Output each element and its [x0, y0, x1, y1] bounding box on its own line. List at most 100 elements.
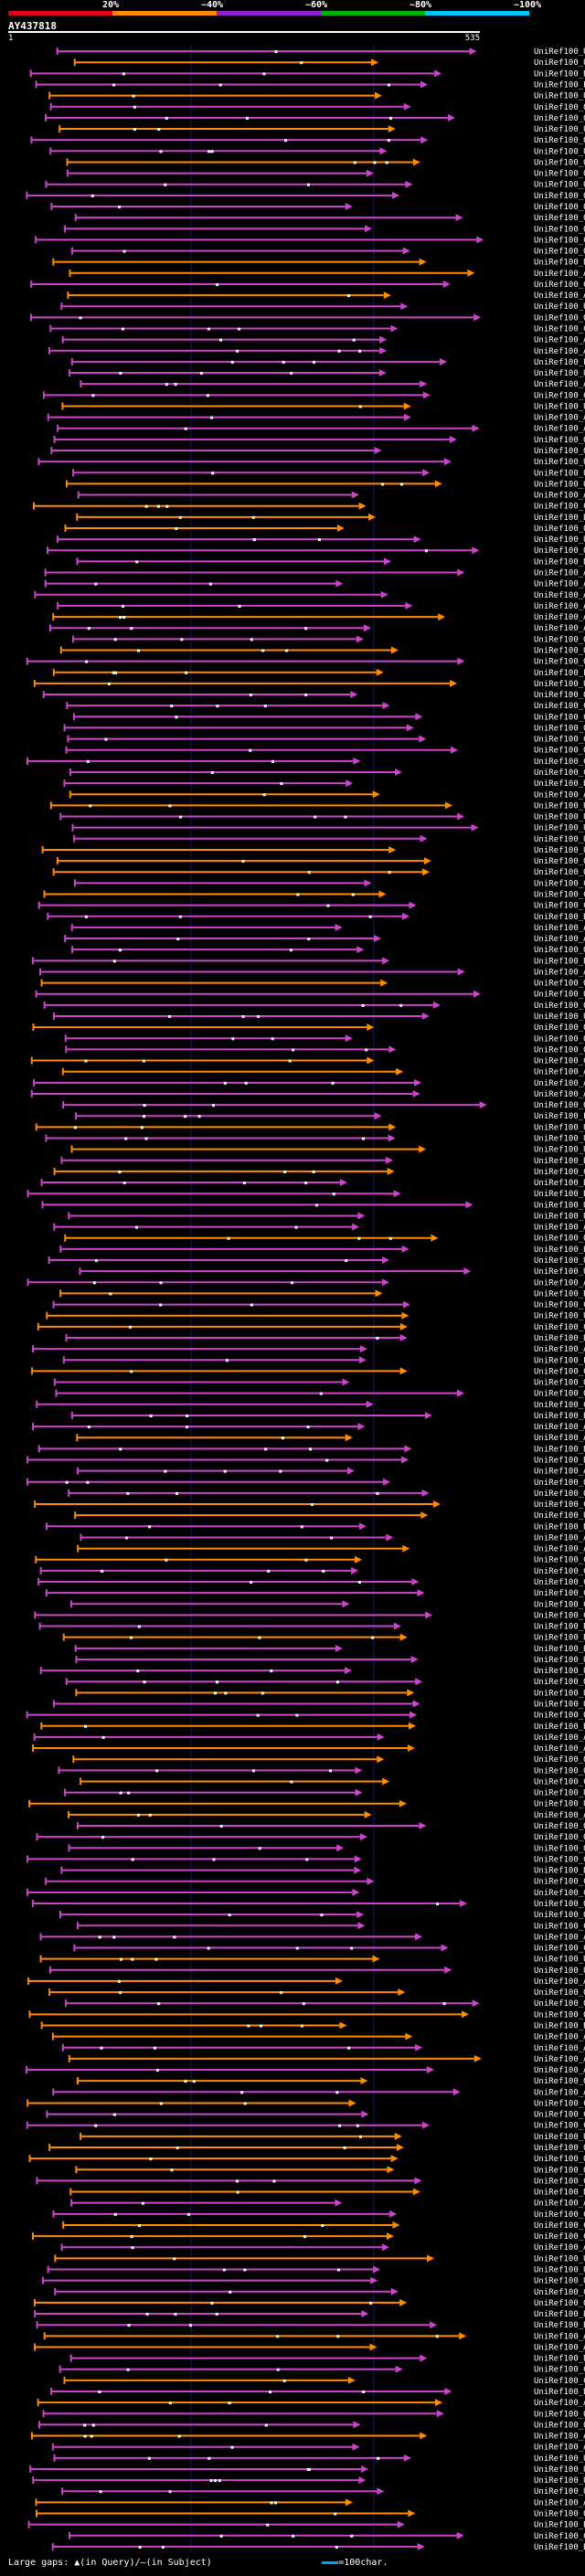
- hit-label[interactable]: UniRef100_Q3HTK5: [534, 203, 585, 212]
- hit-label[interactable]: UniRef100_A1L2C2: [534, 1811, 585, 1820]
- hit-label[interactable]: UniRef100_C1EA37: [534, 503, 585, 512]
- hit-label[interactable]: UniRef100_Q213C8: [534, 1833, 585, 1842]
- hit-label[interactable]: UniRef100_P05143-2: [534, 669, 585, 678]
- hit-label[interactable]: UniRef100_A8MQN1: [534, 2332, 585, 2341]
- hit-label[interactable]: UniRef100_C5FD36: [534, 236, 585, 245]
- hit-label[interactable]: UniRef100_C1HZS3: [534, 281, 585, 290]
- hit-label[interactable]: UniRef100_UP1000..: [534, 147, 585, 156]
- hit-label[interactable]: UniRef100_A3HB67: [534, 270, 585, 279]
- hit-label[interactable]: UniRef100_UP1000..: [534, 469, 585, 478]
- hit-label[interactable]: UniRef100_A2R9Y4: [534, 1977, 585, 1987]
- hit-label[interactable]: UniRef100_A0P3B9: [534, 569, 585, 578]
- hit-label[interactable]: UniRef100_B2RY83: [534, 1522, 585, 1532]
- hit-label[interactable]: UniRef100_Q63E6: [534, 2155, 585, 2164]
- hit-label[interactable]: UniRef100_A9T8V1: [534, 2044, 585, 2053]
- hit-label[interactable]: UniRef100_C1M633: [534, 1922, 585, 1931]
- hit-label[interactable]: UniRef100_B8NKG8: [534, 1246, 585, 1255]
- hit-label[interactable]: UniRef100_UP1000..: [534, 813, 585, 822]
- hit-label[interactable]: UniRef100_C7ZP30: [534, 2122, 585, 2131]
- hit-label[interactable]: UniRef100_C1GRW7: [534, 2232, 585, 2242]
- hit-label[interactable]: UniRef100_A6N8N4: [534, 2399, 585, 2408]
- hit-label[interactable]: UniRef100_Q2ZBZ5: [534, 2077, 585, 2086]
- hit-label[interactable]: UniRef100_Q6CEK4: [534, 1900, 585, 1909]
- hit-label[interactable]: UniRef100_Q9A158: [534, 1999, 585, 2009]
- hit-label[interactable]: UniRef100_C3QH52: [534, 1057, 585, 1066]
- hit-label[interactable]: UniRef100_A0P3B8: [534, 2033, 585, 2042]
- hit-label[interactable]: UniRef100_UP1000..: [534, 2476, 585, 2486]
- hit-label[interactable]: UniRef100_UP1000..: [534, 2277, 585, 2286]
- hit-label[interactable]: UniRef100_Q9S806: [534, 546, 585, 556]
- hit-label[interactable]: UniRef100_Q4JP07: [534, 1489, 585, 1499]
- hit-label[interactable]: UniRef100_UP1000..: [534, 1312, 585, 1321]
- hit-label[interactable]: UniRef100_A0P3A9: [534, 613, 585, 622]
- hit-label[interactable]: UniRef100_UP1000..: [534, 846, 585, 855]
- hit-label[interactable]: UniRef100_UP1000..: [534, 2254, 585, 2263]
- hit-label[interactable]: UniRef100_C7LUU8: [534, 2210, 585, 2220]
- hit-label[interactable]: UniRef100_Q4XMH1: [534, 1479, 585, 1488]
- hit-label[interactable]: UniRef100_B9PFG8: [534, 514, 585, 523]
- hit-label[interactable]: UniRef100_Q6NE96: [534, 136, 585, 145]
- hit-label[interactable]: UniRef100_A1CMR3: [534, 2243, 585, 2253]
- hit-label[interactable]: UniRef100_Q6ZD62: [534, 480, 585, 489]
- hit-label[interactable]: UniRef100_Q7G6K7: [534, 1766, 585, 1776]
- hit-label[interactable]: UniRef100_Q94BY6: [534, 691, 585, 700]
- hit-label[interactable]: UniRef100_B9S0D2: [534, 1412, 585, 1421]
- hit-label[interactable]: UniRef100_Q9SZ31: [534, 724, 585, 733]
- hit-label[interactable]: UniRef100_B0JX46: [534, 1645, 585, 1654]
- hit-label[interactable]: UniRef100_B6W429: [534, 69, 585, 79]
- hit-label[interactable]: UniRef100_Q9ZL0-2: [534, 103, 585, 112]
- hit-label[interactable]: UniRef100_UP1000..: [534, 302, 585, 312]
- hit-label[interactable]: UniRef100_C3Z7Q3: [534, 1855, 585, 1864]
- hit-label[interactable]: UniRef100_B9H1S8: [534, 2543, 585, 2552]
- hit-label[interactable]: UniRef100_A8J9H7: [534, 1423, 585, 1432]
- hit-label[interactable]: UniRef100_UP1000..: [534, 1956, 585, 1965]
- hit-label[interactable]: UniRef100_Q44227: [534, 170, 585, 179]
- hit-label[interactable]: UniRef100_Q40385: [534, 192, 585, 201]
- hit-label[interactable]: UniRef100_A0R9R5: [534, 292, 585, 301]
- hit-label[interactable]: UniRef100_C5SPK9: [534, 2177, 585, 2186]
- hit-label[interactable]: UniRef100_UP1000..: [534, 125, 585, 134]
- hit-label[interactable]: UniRef100_UP1000..: [534, 92, 585, 101]
- hit-label[interactable]: UniRef100_Q4K2U1: [534, 1988, 585, 1998]
- hit-label[interactable]: UniRef100_C3KYF1: [534, 1878, 585, 1887]
- hit-label[interactable]: UniRef100_A0DK74: [534, 425, 585, 434]
- hit-label[interactable]: UniRef100_B7Z9A1: [534, 2021, 585, 2030]
- hit-label[interactable]: UniRef100_Q4P787: [534, 225, 585, 234]
- hit-label[interactable]: UniRef100_Q08816: [534, 1755, 585, 1765]
- hit-label[interactable]: UniRef100_Q8RZ29: [534, 635, 585, 644]
- hit-label[interactable]: UniRef100_C1NQ83: [534, 769, 585, 778]
- hit-label[interactable]: UniRef100_C1KZF7: [534, 902, 585, 911]
- hit-label[interactable]: UniRef100_A4QSC9: [534, 1345, 585, 1354]
- hit-label[interactable]: UniRef100_A2WBW1: [534, 1533, 585, 1542]
- hit-label[interactable]: UniRef100_A4HM86: [534, 347, 585, 356]
- hit-label[interactable]: UniRef100_B8NHA4: [534, 1179, 585, 1188]
- hit-label[interactable]: UniRef100_Q3HTK5: [534, 214, 585, 223]
- hit-label[interactable]: UniRef100_C5J285: [534, 1945, 585, 1954]
- hit-label[interactable]: UniRef100_Q1CR17: [534, 646, 585, 655]
- hit-label[interactable]: UniRef100_Q5R5R6: [534, 1379, 585, 1388]
- hit-label[interactable]: UniRef100_Q42421: [534, 1034, 585, 1044]
- hit-label[interactable]: UniRef100_P40602: [534, 1356, 585, 1365]
- hit-label[interactable]: UniRef100_UP1000..: [534, 2266, 585, 2275]
- hit-label[interactable]: UniRef100_A4R9A4: [534, 2433, 585, 2442]
- hit-label[interactable]: UniRef100_A410U8: [534, 336, 585, 345]
- hit-label[interactable]: UniRef100_A9TWA3: [534, 924, 585, 933]
- hit-label[interactable]: UniRef100_C5QEF3: [534, 1301, 585, 1310]
- hit-label[interactable]: UniRef100_C5DN24: [534, 758, 585, 767]
- hit-label[interactable]: UniRef100_UP1000..: [534, 1511, 585, 1521]
- hit-label[interactable]: UniRef100_UP1000..: [534, 835, 585, 844]
- hit-label[interactable]: UniRef100_B9TGL1: [534, 2521, 585, 2530]
- hit-label[interactable]: UniRef100_A0JPD8: [534, 1278, 585, 1288]
- hit-label[interactable]: UniRef100_Q4G229: [534, 313, 585, 323]
- hit-label[interactable]: UniRef100_C7B6M9: [534, 702, 585, 711]
- hit-label[interactable]: UniRef100_UP1000..: [534, 680, 585, 689]
- hit-label[interactable]: UniRef100_UP1000..: [534, 2465, 585, 2475]
- hit-label[interactable]: UniRef100_B3H6B8: [534, 2189, 585, 2198]
- hit-label[interactable]: UniRef100_UP1000..: [534, 1267, 585, 1277]
- hit-label[interactable]: UniRef100_UP1000..: [534, 1800, 585, 1809]
- hit-label[interactable]: UniRef100_P05142: [534, 80, 585, 90]
- hit-label[interactable]: UniRef100_C8VTD9: [534, 1500, 585, 1510]
- hit-label[interactable]: UniRef100_Q9B811: [534, 747, 585, 756]
- hit-label[interactable]: UniRef100_P05143: [534, 358, 585, 367]
- hit-label[interactable]: UniRef100_B3NGC2: [534, 1445, 585, 1454]
